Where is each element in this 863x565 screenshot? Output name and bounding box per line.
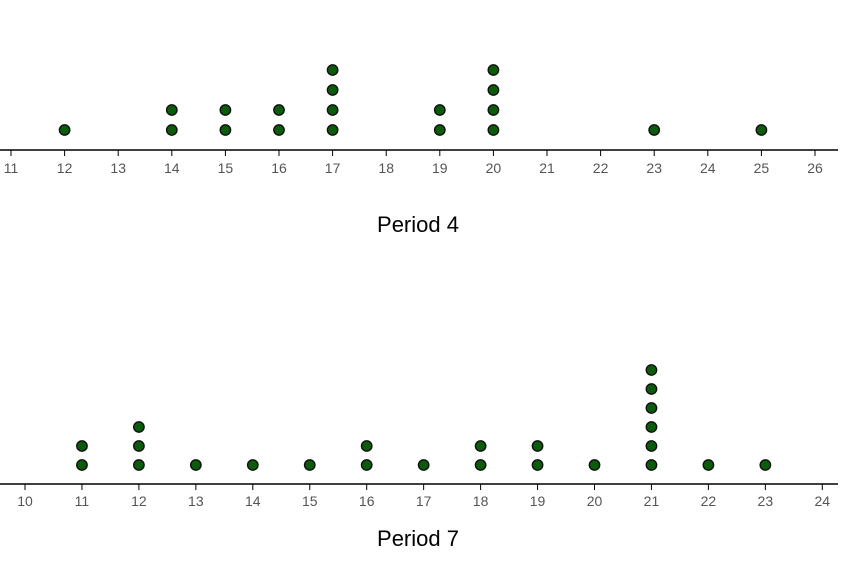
x-tick-label: 20 <box>587 493 603 509</box>
data-dot <box>645 440 658 452</box>
data-dot <box>531 459 544 471</box>
data-dot <box>326 64 339 76</box>
data-dot <box>326 124 339 136</box>
data-dot <box>487 64 500 76</box>
data-dot <box>132 440 145 452</box>
data-dot <box>303 459 316 471</box>
x-tick-label: 21 <box>644 493 660 509</box>
x-tick-label: 12 <box>57 160 73 176</box>
x-tick-label: 25 <box>754 160 770 176</box>
data-dot <box>645 459 658 471</box>
data-dot <box>531 440 544 452</box>
x-tick-label: 22 <box>593 160 609 176</box>
x-tick-label: 17 <box>325 160 341 176</box>
x-tick-label: 13 <box>188 493 204 509</box>
data-dot <box>433 104 446 116</box>
x-tick-label: 12 <box>131 493 147 509</box>
dot-plot-period-4: 11 12 13 14 15 16 17 18 19 20 21 22 23 24 25 26 Period 4 <box>0 64 838 237</box>
data-dot <box>326 84 339 96</box>
x-tick-label: 11 <box>75 493 90 509</box>
x-tick-label: 16 <box>271 160 287 176</box>
x-tick-label: 15 <box>218 160 234 176</box>
data-dot <box>702 459 715 471</box>
x-tick-label: 13 <box>110 160 126 176</box>
data-dot <box>360 459 373 471</box>
data-dot <box>474 459 487 471</box>
data-dot <box>588 459 601 471</box>
x-tick-label: 18 <box>378 160 394 176</box>
x-tick-label: 15 <box>302 493 318 509</box>
data-dot <box>219 124 232 136</box>
data-dot <box>132 459 145 471</box>
x-tick-label: 16 <box>359 493 375 509</box>
data-dot <box>246 459 259 471</box>
data-dot <box>648 124 661 136</box>
data-dot <box>645 421 658 433</box>
data-dot <box>487 104 500 116</box>
data-dot <box>165 124 178 136</box>
x-tick-label: 10 <box>17 493 33 509</box>
dot-plot-period-7: 10 11 12 13 14 15 16 17 18 19 20 21 22 23 24 Period 7 <box>0 364 838 551</box>
x-tick-label: 26 <box>807 160 823 176</box>
data-dot <box>755 124 768 136</box>
chart-title: Period 7 <box>377 526 459 551</box>
x-tick-label: 17 <box>416 493 432 509</box>
x-tick-label: 24 <box>815 493 831 509</box>
x-tick-label: 19 <box>432 160 448 176</box>
x-tick-label: 19 <box>530 493 546 509</box>
data-dot <box>645 364 658 376</box>
data-dot <box>759 459 772 471</box>
data-dot <box>474 440 487 452</box>
data-dot <box>326 104 339 116</box>
data-dot <box>189 459 202 471</box>
x-tick-label: 22 <box>701 493 717 509</box>
x-tick-label: 21 <box>539 160 555 176</box>
data-dot <box>132 421 145 433</box>
data-dot <box>433 124 446 136</box>
data-dot <box>76 459 88 471</box>
x-tick-label: 14 <box>245 493 261 509</box>
x-tick-label: 14 <box>164 160 180 176</box>
data-dot <box>417 459 430 471</box>
data-dot <box>645 402 658 414</box>
data-dot <box>487 84 500 96</box>
data-dot <box>165 104 178 116</box>
x-tick-label: 11 <box>4 160 19 176</box>
x-tick-label: 20 <box>486 160 502 176</box>
data-dot <box>273 104 285 116</box>
data-dot <box>273 124 285 136</box>
x-tick-label: 23 <box>646 160 662 176</box>
data-dot <box>645 383 658 395</box>
x-tick-label: 23 <box>758 493 774 509</box>
chart-title: Period 4 <box>377 212 459 237</box>
x-tick-label: 24 <box>700 160 716 176</box>
data-dot <box>219 104 232 116</box>
data-dot <box>487 124 500 136</box>
x-tick-label: 18 <box>473 493 489 509</box>
data-dot <box>360 440 373 452</box>
data-dot <box>76 440 88 452</box>
data-dot <box>58 124 71 136</box>
